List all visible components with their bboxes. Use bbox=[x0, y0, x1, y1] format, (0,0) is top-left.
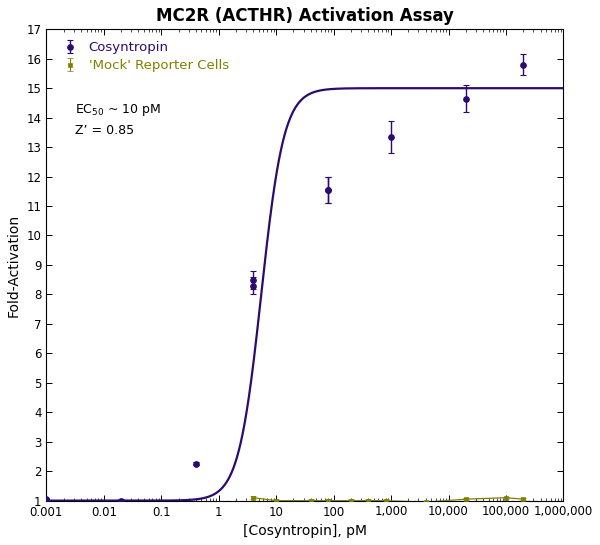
X-axis label: [Cosyntropin], pM: [Cosyntropin], pM bbox=[243, 524, 367, 538]
Title: MC2R (ACTHR) Activation Assay: MC2R (ACTHR) Activation Assay bbox=[156, 7, 454, 25]
Text: Z’ = 0.85: Z’ = 0.85 bbox=[75, 124, 134, 137]
Legend: Cosyntropin, 'Mock' Reporter Cells: Cosyntropin, 'Mock' Reporter Cells bbox=[53, 36, 234, 78]
Text: EC$_{50}$ ~ 10 pM: EC$_{50}$ ~ 10 pM bbox=[75, 102, 161, 118]
Y-axis label: Fold-Activation: Fold-Activation bbox=[7, 214, 21, 317]
